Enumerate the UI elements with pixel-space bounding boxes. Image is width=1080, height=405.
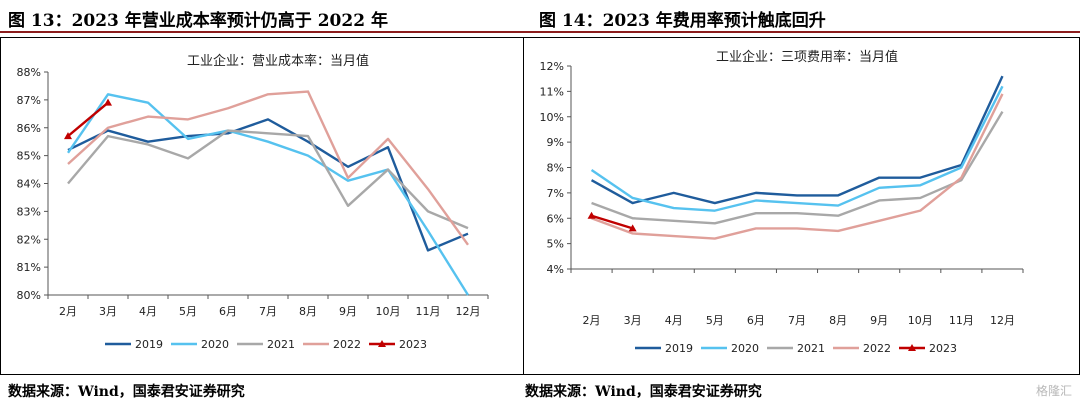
legend-label-2023: 2023: [399, 338, 427, 351]
series-marker-2023: [64, 132, 72, 140]
series-line-2021: [591, 111, 1004, 225]
legend-marker-2023: [378, 340, 386, 347]
legend-label-2022: 2022: [333, 338, 361, 351]
figure-13-panel: 图 13：2023 年营业成本率预计仍高于 2022 年 工业企业：营业成本率：…: [0, 0, 524, 405]
y-tick-label: 86%: [17, 122, 41, 135]
legend-marker-2023: [908, 344, 916, 351]
legend-label-2023: 2023: [929, 342, 957, 355]
x-tick-label: 8月: [829, 314, 847, 327]
x-tick-label: 12月: [990, 314, 1015, 327]
x-tick-label: 9月: [870, 314, 888, 327]
y-tick-label: 6%: [547, 212, 564, 225]
series-line-2020: [67, 93, 470, 296]
y-tick-label: 9%: [547, 136, 564, 149]
x-tick-label: 11月: [949, 314, 974, 327]
y-tick-label: 4%: [547, 263, 564, 276]
legend-label-2021: 2021: [267, 338, 295, 351]
chart-title: 工业企业：三项费用率：当月值: [716, 49, 898, 65]
x-tick-label: 6月: [219, 305, 237, 318]
y-tick-label: 10%: [540, 111, 564, 124]
figure-14-title: 图 14：2023 年费用率预计触底回升: [539, 11, 826, 31]
y-tick-label: 84%: [17, 178, 41, 191]
x-tick-label: 3月: [99, 305, 117, 318]
x-tick-label: 5月: [179, 305, 197, 318]
legend-label-2019: 2019: [135, 338, 163, 351]
y-tick-label: 11%: [540, 85, 564, 98]
y-tick-label: 83%: [17, 205, 41, 218]
x-tick-label: 2月: [583, 314, 601, 327]
figure-13-title: 图 13：2023 年营业成本率预计仍高于 2022 年: [8, 11, 388, 31]
series-line-2023: [591, 214, 633, 230]
legend-label-2019: 2019: [665, 342, 693, 355]
cost-ratio-line-chart: 工业企业：营业成本率：当月值 80% 81% 82% 83% 84% 85% 86% 87% 88…: [17, 53, 489, 351]
series-line-2022: [67, 90, 469, 246]
x-tick-label: 7月: [788, 314, 806, 327]
title-rule: [0, 31, 523, 33]
figure-14-source: 数据来源：Wind，国泰君安证券研究: [525, 384, 762, 400]
chart-title: 工业企业：营业成本率：当月值: [187, 53, 369, 69]
series-line-2020: [590, 85, 1004, 212]
series-marker-2023: [628, 224, 637, 232]
series-line-2019: [67, 118, 469, 252]
watermark-text: 格隆汇: [1035, 384, 1072, 398]
figure-14-panel: 图 14：2023 年费用率预计触底回升 工业企业：三项费用率：当月值 4% 5% 6…: [523, 0, 1080, 405]
figure-13-source: 数据来源：Wind，国泰君安证券研究: [8, 384, 245, 400]
x-tick-label: 3月: [624, 314, 642, 327]
series-line-2021: [67, 129, 469, 230]
series-marker-2023: [104, 98, 112, 106]
y-tick-label: 88%: [17, 66, 41, 79]
x-tick-label: 4月: [139, 305, 157, 318]
expense-ratio-line-chart: 工业企业：三项费用率：当月值 4% 5% 6% 7% 8% 9% 10% 11% 12% 2月 3月 4…: [540, 49, 1024, 355]
y-tick-label: 8%: [547, 162, 564, 175]
series-line-2019: [590, 75, 1004, 205]
y-tick-label: 12%: [540, 60, 564, 73]
x-tick-label: 6月: [747, 314, 765, 327]
watermark-logo: 格隆汇: [1036, 382, 1072, 399]
y-tick-label: 87%: [17, 94, 41, 107]
legend-label-2022: 2022: [863, 342, 891, 355]
x-tick-label: 11月: [416, 305, 441, 318]
x-tick-label: 8月: [299, 305, 317, 318]
x-tick-label: 7月: [259, 305, 277, 318]
x-tick-label: 10月: [376, 305, 401, 318]
y-tick-label: 5%: [547, 238, 564, 251]
series-line-2022: [591, 93, 1004, 240]
x-tick-label: 9月: [339, 305, 357, 318]
title-rule: [523, 31, 1080, 33]
legend-label-2020: 2020: [731, 342, 759, 355]
x-tick-label: 10月: [908, 314, 933, 327]
y-tick-label: 7%: [547, 187, 564, 200]
x-tick-label: 12月: [456, 305, 481, 318]
y-tick-label: 85%: [17, 150, 41, 163]
x-tick-label: 4月: [665, 314, 683, 327]
y-tick-label: 82%: [17, 233, 41, 246]
series-line-2023: [67, 101, 109, 138]
x-tick-label: 2月: [59, 305, 77, 318]
legend-label-2020: 2020: [201, 338, 229, 351]
y-tick-label: 81%: [17, 261, 41, 274]
x-tick-label: 5月: [706, 314, 724, 327]
series-marker-2023: [587, 211, 596, 219]
y-tick-label: 80%: [17, 289, 41, 302]
legend-label-2021: 2021: [797, 342, 825, 355]
